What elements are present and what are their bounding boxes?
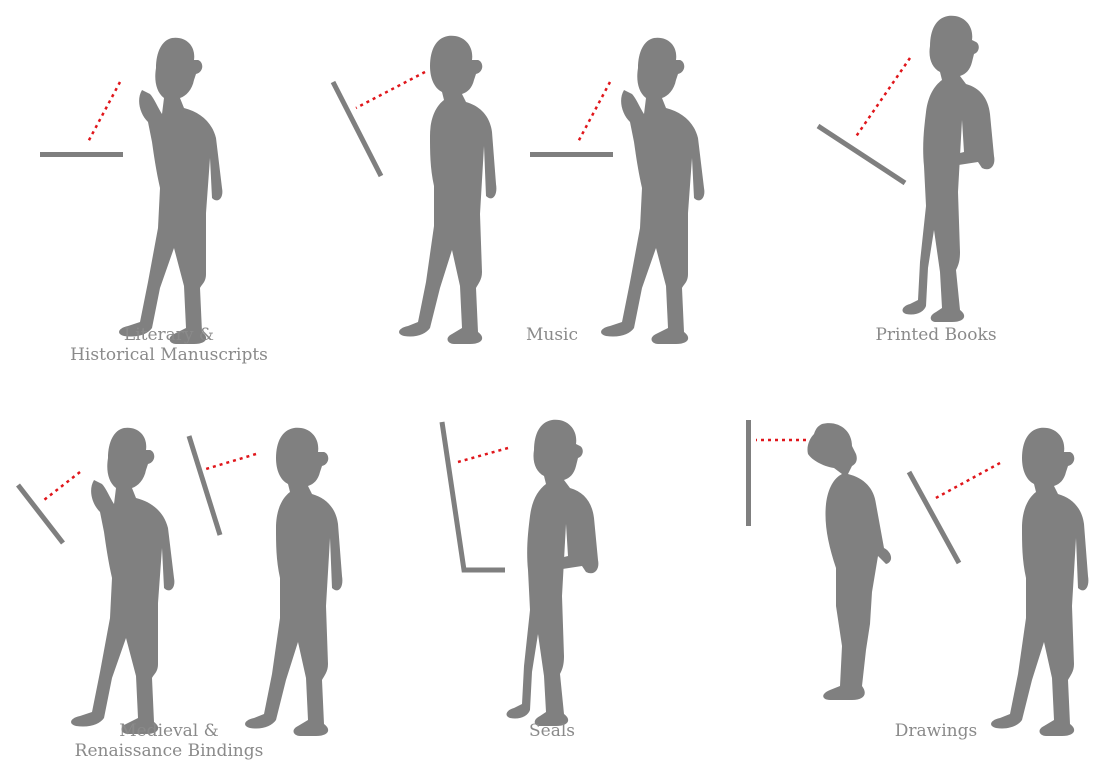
caption-music: Music (480, 325, 624, 345)
figure-drawings-viewer-2 (991, 427, 1089, 736)
sightline-drawings-2 (933, 461, 1001, 501)
table-surface-music (530, 152, 613, 157)
caption-literary-line2: Historical Manuscripts (70, 345, 268, 365)
wall-board-drawings (746, 420, 751, 526)
tilted-board-drawings (906, 470, 962, 565)
caption-printed-line1: Printed Books (875, 325, 997, 345)
tilted-board-printed (816, 123, 907, 186)
figure-medieval-viewer-1 (71, 427, 175, 734)
figure-seals-viewer (506, 419, 599, 726)
caption-seals: Seals (492, 721, 612, 741)
tilted-board-music (330, 80, 384, 178)
sightline-seals (457, 446, 509, 464)
caption-seals-line1: Seals (528, 721, 575, 741)
caption-literary-manuscripts: Literary & Historical Manuscripts (40, 325, 298, 365)
sightline-literary (86, 81, 122, 143)
figure-literary-viewer (119, 37, 223, 344)
sightline-medieval-2 (205, 452, 257, 471)
caption-drawings-line1: Drawings (894, 721, 978, 741)
caption-printed-books: Printed Books (856, 325, 1016, 345)
figure-medieval-viewer-2 (245, 427, 343, 736)
sightline-music-1 (355, 70, 426, 110)
caption-literary-line1: Literary & (123, 325, 215, 345)
sightline-medieval-1 (43, 471, 81, 501)
figure-printed-viewer (902, 15, 995, 322)
angled-stand-seals (439, 421, 505, 573)
caption-medieval-line2: Renaissance Bindings (74, 741, 264, 761)
caption-music-line1: Music (525, 325, 579, 345)
caption-drawings: Drawings (876, 721, 996, 741)
caption-medieval-bindings: Medieval & Renaissance Bindings (50, 721, 288, 761)
sightline-printed (853, 57, 912, 139)
tilted-board-medieval-1 (16, 483, 65, 545)
figure-music-viewer-2 (601, 37, 705, 344)
caption-medieval-line1: Medieval & (119, 721, 219, 741)
table-surface-literary (40, 152, 123, 157)
figure-music-viewer-1 (399, 35, 497, 344)
figure-drawings-viewer-1 (807, 423, 892, 700)
sightline-music-2 (576, 81, 612, 143)
tilted-board-medieval-2 (186, 435, 223, 536)
